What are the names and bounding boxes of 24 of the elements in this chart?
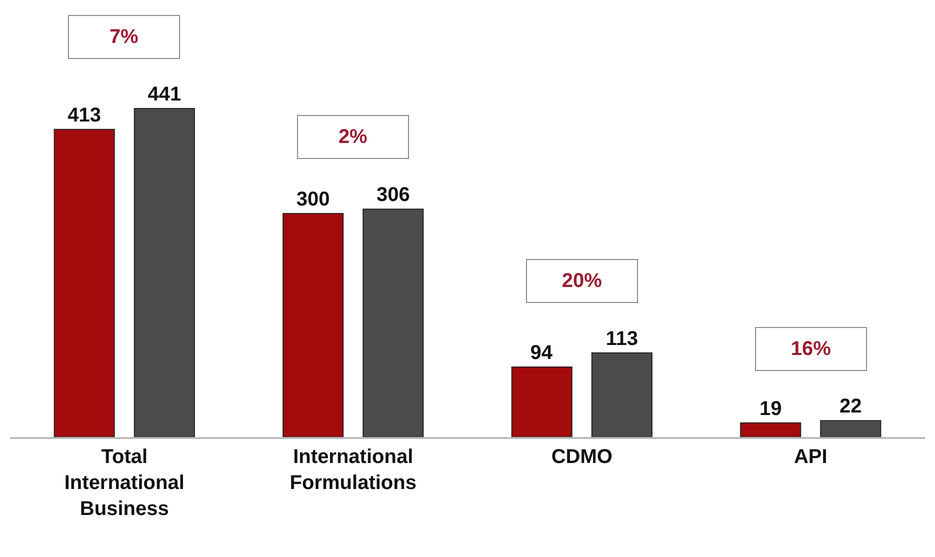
data-label: 306	[376, 184, 410, 206]
data-label: 94	[530, 342, 554, 364]
bar	[591, 352, 652, 437]
bar	[511, 366, 572, 437]
data-label: 300	[296, 188, 330, 211]
x-tick-label: International Formulations	[290, 446, 416, 494]
data-label: 113	[606, 328, 638, 350]
x-tick-label: CDMO	[551, 446, 612, 468]
data-label: 413	[68, 104, 102, 126]
bar	[134, 108, 195, 437]
bar	[740, 422, 802, 437]
annotation: 2%	[338, 126, 368, 148]
x-tick-label: API	[794, 446, 828, 468]
x-tick-label: Total International Business	[64, 446, 184, 520]
bar	[820, 420, 882, 437]
data-label: 19	[759, 398, 782, 420]
data-label: 22	[840, 396, 862, 418]
bar	[362, 208, 424, 437]
annotation: 20%	[562, 270, 602, 292]
annotation: 16%	[790, 338, 832, 360]
bar	[282, 213, 344, 437]
text: 7%	[109, 26, 139, 48]
bar	[54, 128, 115, 437]
data-label: 441	[148, 84, 182, 106]
